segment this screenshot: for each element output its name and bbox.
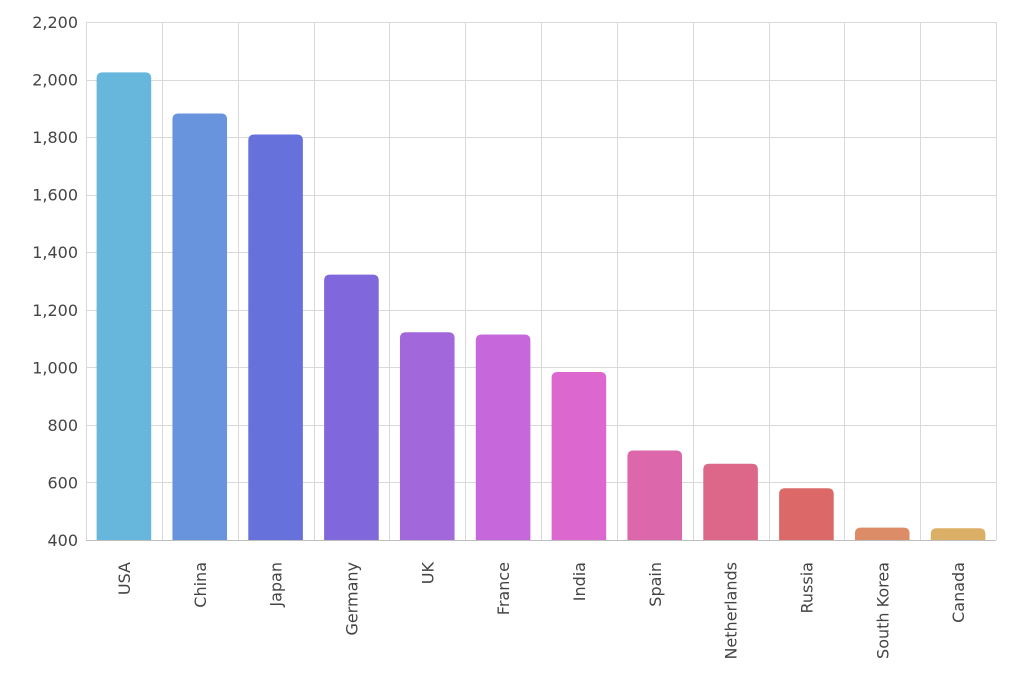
bar-usa[interactable] <box>96 72 152 540</box>
y-tick-label: 600 <box>47 473 78 492</box>
bar-japan[interactable] <box>248 134 303 540</box>
bar-uk[interactable] <box>399 332 455 540</box>
y-tick-label: 400 <box>47 531 78 550</box>
y-tick-label: 1,400 <box>32 243 78 262</box>
x-tick-label: China <box>191 562 210 608</box>
y-tick-label: 1,200 <box>32 301 78 320</box>
bar-russia[interactable] <box>779 488 834 540</box>
x-tick-label: Netherlands <box>722 562 741 660</box>
x-tick-label: Germany <box>342 562 361 636</box>
grid-layer <box>86 22 997 541</box>
bar-china[interactable] <box>172 113 228 540</box>
y-tick-label: 1,600 <box>32 186 78 205</box>
y-axis: 400 600 800 1,000 1,200 1,400 1,600 1,800 2,000 2… <box>32 13 78 550</box>
bar-south-korea[interactable] <box>854 527 910 540</box>
x-tick-label: France <box>494 562 513 615</box>
y-tick-label: 800 <box>47 416 78 435</box>
bar-germany[interactable] <box>324 274 379 540</box>
bar-layer <box>96 72 986 540</box>
y-tick-label: 1,800 <box>32 128 78 147</box>
x-tick-label: Spain <box>646 562 665 607</box>
x-tick-label: India <box>570 562 589 601</box>
x-tick-label: Canada <box>949 562 968 623</box>
x-tick-label: South Korea <box>873 562 892 659</box>
bar-india[interactable] <box>551 371 607 540</box>
bar-spain[interactable] <box>627 450 683 540</box>
bar-netherlands[interactable] <box>703 463 758 540</box>
y-tick-label: 1,000 <box>32 358 78 377</box>
y-tick-label: 2,200 <box>32 13 78 32</box>
y-tick-label: 2,000 <box>32 71 78 90</box>
x-axis: USA China Japan Germany UK France India Spain Ne… <box>86 540 996 660</box>
x-tick-label: Japan <box>267 562 286 608</box>
x-tick-label: Russia <box>797 562 816 613</box>
x-tick-label: UK <box>418 561 437 584</box>
bar-canada[interactable] <box>930 528 986 540</box>
bar-france[interactable] <box>475 334 531 540</box>
x-tick-label: USA <box>115 562 134 595</box>
